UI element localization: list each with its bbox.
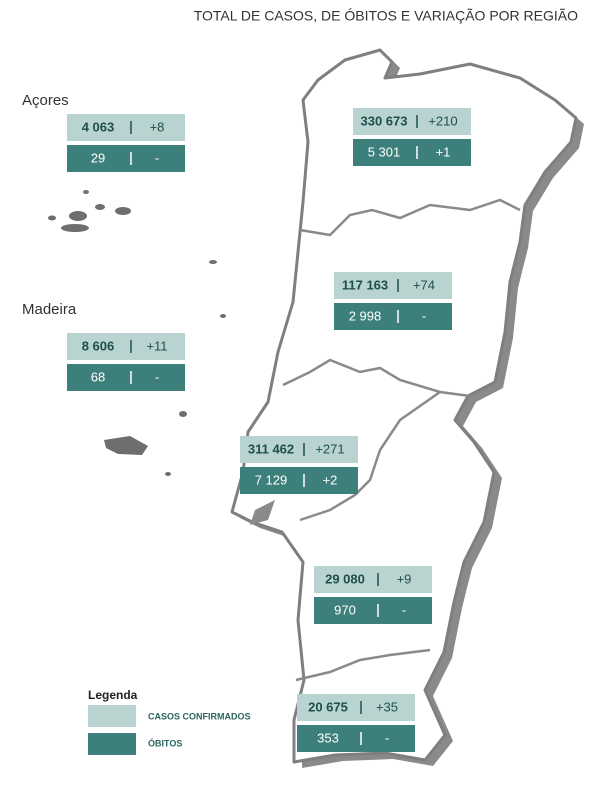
deaths-change: +1 (436, 144, 451, 159)
deaths-box (353, 139, 471, 166)
legend-label: CASOS CONFIRMADOS (148, 711, 251, 721)
legend-title: Legenda (88, 688, 138, 702)
island (95, 204, 105, 210)
cases-box (240, 436, 358, 463)
legend-swatch (88, 733, 136, 755)
cases: 117 163 (342, 277, 388, 292)
deaths: 68 (91, 369, 105, 384)
island (179, 411, 187, 417)
island (48, 215, 56, 221)
region-border (299, 390, 441, 522)
title: TOTAL DE CASOS, DE ÓBITOS E VARIAÇÃO POR… (194, 8, 578, 24)
legend: Legenda CASOS CONFIRMADOS ÓBITOS (88, 688, 251, 755)
deaths: 5 301 (368, 144, 401, 159)
deaths-box (297, 725, 415, 752)
deaths: 2 998 (349, 308, 382, 323)
cases-box (67, 114, 185, 141)
cases-box (314, 566, 432, 593)
cases-change: +11 (146, 338, 167, 353)
legend-label: ÓBITOS (148, 737, 182, 748)
cases-change: +9 (397, 571, 412, 586)
deaths: 29 (91, 150, 105, 165)
deaths: 970 (334, 602, 356, 617)
deaths-change: - (155, 369, 159, 384)
cases: 330 673 (361, 113, 408, 128)
deaths-box (240, 467, 358, 494)
cases-change: +74 (413, 277, 435, 292)
deaths-box (314, 597, 432, 624)
island (61, 224, 89, 232)
deaths-change: - (155, 150, 159, 165)
deaths-change: - (422, 308, 426, 323)
deaths-change: +2 (323, 472, 338, 487)
island (104, 436, 148, 455)
cases: 4 063 (82, 119, 115, 134)
cases-change: +35 (376, 699, 398, 714)
deaths-box (67, 145, 185, 172)
island (209, 260, 217, 264)
deaths-box (334, 303, 452, 330)
region-border (295, 648, 431, 682)
cases-change: +271 (315, 441, 344, 456)
cases: 311 462 (248, 441, 294, 456)
region-label: Açores (22, 92, 69, 109)
islands-shapes (48, 190, 226, 476)
island (115, 207, 131, 215)
deaths: 353 (317, 730, 339, 745)
deaths-change: - (402, 602, 406, 617)
deaths: 7 129 (255, 472, 288, 487)
region-border (282, 358, 471, 398)
cases-change: +210 (428, 113, 457, 128)
estuary (250, 500, 275, 525)
cases-change: +8 (150, 119, 165, 134)
cases-box (334, 272, 452, 299)
island (220, 314, 226, 318)
cases: 8 606 (82, 338, 115, 353)
cases-box (67, 333, 185, 360)
cases-box (297, 694, 415, 721)
cases: 29 080 (325, 571, 365, 586)
cases-box (353, 108, 471, 135)
region-border (299, 198, 521, 237)
deaths-change: - (385, 730, 389, 745)
deaths-box (67, 364, 185, 391)
island (83, 190, 89, 194)
cases: 20 675 (308, 699, 348, 714)
island (69, 211, 87, 221)
island (165, 472, 171, 476)
legend-swatch (88, 705, 136, 727)
region-label: Madeira (22, 301, 77, 318)
